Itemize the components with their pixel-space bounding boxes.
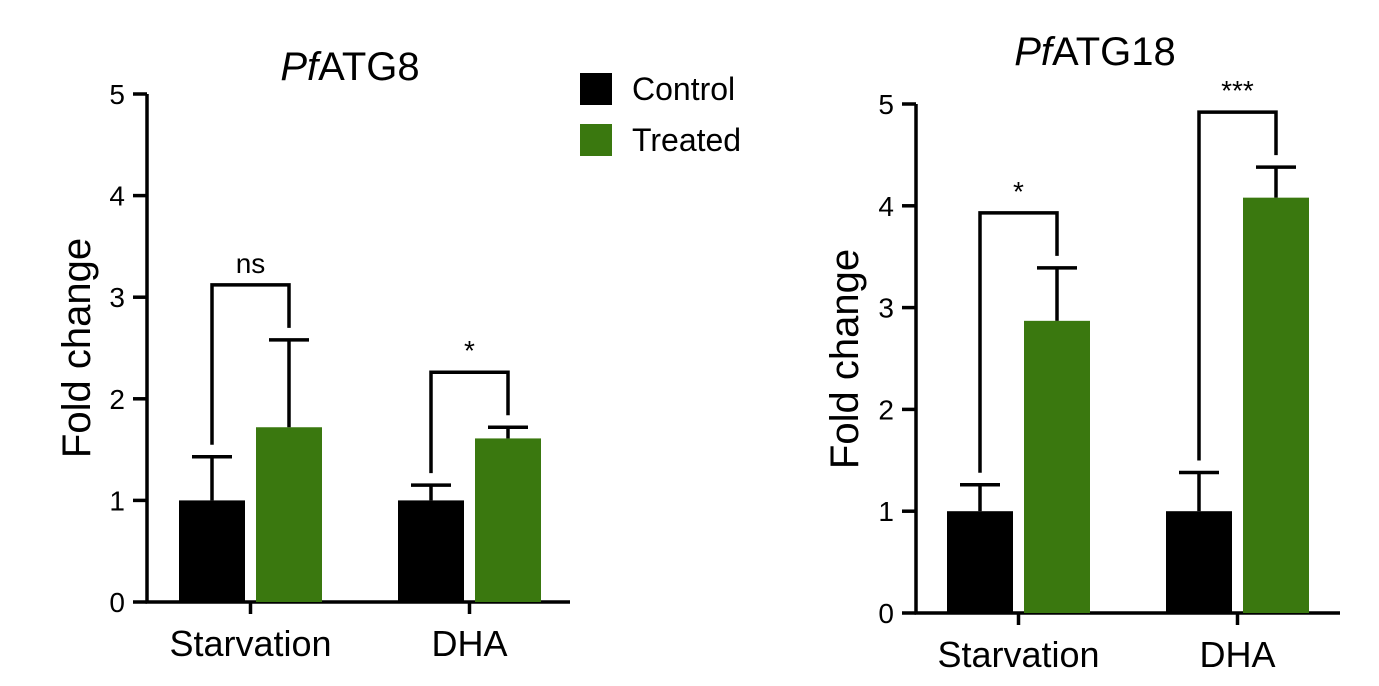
- bar-control-dha: [398, 500, 464, 602]
- x-tick-label: Starvation: [937, 634, 1099, 675]
- chart-title-italic: Pf: [1014, 30, 1056, 74]
- y-tick-label: 2: [109, 384, 125, 415]
- bar-control-starvation: [947, 511, 1013, 613]
- y-tick-label: 5: [109, 79, 125, 110]
- y-tick-label: 3: [878, 293, 894, 324]
- legend-label-treated: Treated: [632, 122, 741, 158]
- legend-label-control: Control: [632, 71, 735, 107]
- significance-label: ns: [236, 248, 266, 279]
- y-tick-label: 1: [109, 485, 125, 516]
- chart-pfatg18: PfATG18 Fold change 0 1 2 3 4 5 Starvation * DHA…: [823, 30, 1340, 675]
- bar-treated-dha: [475, 438, 541, 602]
- y-tick-label: 1: [878, 496, 894, 527]
- x-tick-label: Starvation: [169, 623, 331, 664]
- chart-pfatg8: PfATG8 Fold change 0 1 2 3 4 5 Starvation ns DHA…: [55, 45, 570, 664]
- chart-title: PfATG8: [280, 45, 419, 89]
- chart-marks: 0 1 2 3 4 5 Starvation * DHA ***: [878, 75, 1340, 675]
- legend: Control Treated: [580, 71, 741, 158]
- y-tick-label: 2: [878, 394, 894, 425]
- y-tick-label: 5: [878, 89, 894, 120]
- significance-label: *: [464, 335, 475, 366]
- y-tick-label: 4: [878, 191, 894, 222]
- y-tick-label: 4: [109, 181, 125, 212]
- chart-title-rest: ATG8: [318, 45, 420, 89]
- bar-treated-starvation: [1024, 320, 1090, 613]
- significance-bracket: [210, 283, 291, 445]
- chart-title: PfATG18: [1014, 30, 1176, 74]
- y-tick-label: 3: [109, 282, 125, 313]
- y-axis-label: Fold change: [823, 249, 867, 469]
- bar-treated-starvation: [256, 427, 322, 602]
- x-tick-label: DHA: [1199, 634, 1275, 675]
- chart-marks: 0 1 2 3 4 5 Starvation ns DHA *: [109, 79, 570, 664]
- chart-title-rest: ATG18: [1052, 30, 1176, 74]
- legend-swatch-treated: [580, 124, 612, 156]
- bar-control-starvation: [179, 500, 245, 602]
- chart-title-italic: Pf: [280, 45, 322, 89]
- x-tick-label: DHA: [431, 623, 507, 664]
- legend-swatch-control: [580, 73, 612, 105]
- y-axis-label: Fold change: [55, 238, 99, 458]
- significance-bracket: [429, 370, 510, 474]
- bar-control-dha: [1166, 511, 1232, 613]
- y-tick-label: 0: [878, 598, 894, 629]
- significance-label: ***: [1221, 75, 1254, 106]
- significance-bracket: [1197, 110, 1278, 461]
- significance-bracket: [978, 211, 1059, 473]
- significance-label: *: [1013, 176, 1024, 207]
- y-tick-label: 0: [109, 587, 125, 618]
- bar-treated-dha: [1243, 197, 1309, 613]
